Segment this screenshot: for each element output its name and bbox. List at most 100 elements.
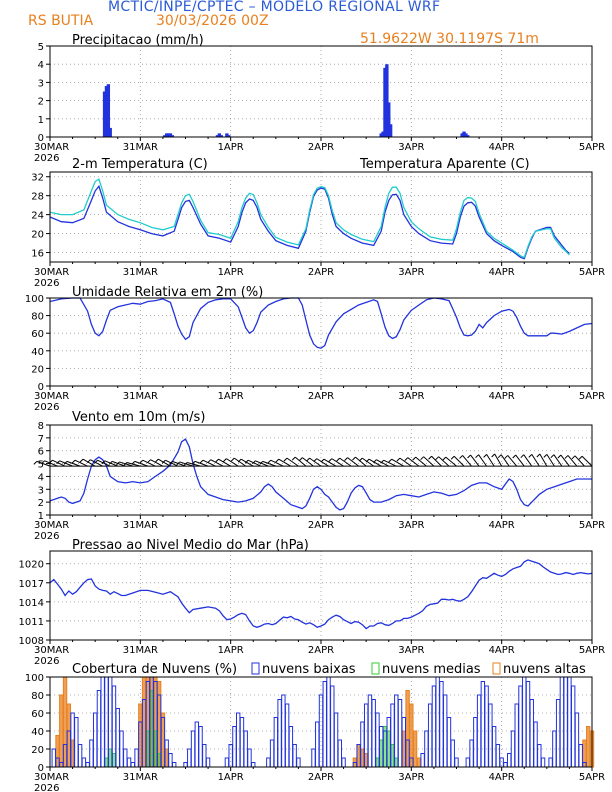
cloud-mid-bar [390, 744, 395, 768]
cloud-low-bar [247, 748, 252, 768]
run-time: 30/03/2026 00Z [156, 13, 269, 29]
clouds-date-label: 5APR [579, 772, 605, 783]
cloud-low-bar [130, 762, 135, 768]
cloud-low-bar [202, 744, 207, 768]
wind-barb [158, 458, 171, 467]
cloud-high-bar [586, 726, 591, 768]
precip-bar [168, 133, 173, 137]
cloud-low-bar [435, 676, 440, 768]
wind-barb-flag [123, 462, 128, 466]
rh-year-label: 2026 [34, 402, 59, 413]
cloud-low-bar [578, 744, 583, 768]
cloud-low-bar [322, 681, 327, 768]
cloud-low-bar [126, 757, 132, 768]
wind-barb [539, 453, 548, 467]
wind-barb-flag [71, 459, 76, 464]
pres-ytick-label: 1017 [19, 579, 44, 590]
wind-barb [438, 456, 450, 467]
wind-date-label: 30MAR [34, 520, 69, 531]
wind-barb [66, 460, 81, 467]
precip-bar [225, 133, 229, 137]
rh-ytick-label: 40 [31, 347, 44, 358]
cloud-mid-bar [149, 690, 154, 768]
wind-date-label: 1APR [218, 520, 244, 531]
wind-barb-flag [412, 456, 417, 461]
cloud-legend-swatch [492, 662, 501, 675]
precip-date-label: 31MAR [123, 142, 158, 153]
wind-barb [431, 455, 442, 467]
cloud-low-bar [224, 757, 230, 768]
cloud-low-bar [277, 699, 282, 768]
cloud-low-bar [548, 757, 553, 768]
cloud-high-bar [412, 730, 418, 768]
cloud-low-bar [567, 676, 572, 768]
wind-barb-flag [528, 453, 533, 458]
wind-barb-flag [358, 457, 363, 462]
wind-barb-flag [56, 460, 61, 465]
rh-ytick-label: 80 [31, 312, 44, 323]
wind-barb-flag [259, 461, 264, 465]
wind-barb [361, 457, 374, 467]
rh-date-label: 5APR [579, 391, 605, 402]
cloud-low-bar [491, 726, 497, 768]
cloud-low-bar [134, 748, 139, 768]
wind-barb-flag [428, 455, 432, 460]
cloud-low-bar [269, 739, 275, 768]
wind-barb [294, 456, 307, 467]
wind-panel [33, 424, 593, 519]
precip-date-label: 5APR [579, 142, 605, 153]
cloud-low-bar [85, 762, 90, 768]
wind-barb [240, 458, 254, 467]
temp-year-label: 2026 [34, 278, 59, 289]
wind-barb [59, 460, 73, 467]
pres-date-label: 2APR [308, 645, 334, 656]
cloud-high-bar [416, 757, 422, 768]
cloud-mid-bar [379, 739, 384, 768]
wind-barb-flag [252, 460, 256, 465]
wind-barb-flag [571, 455, 576, 460]
clouds-ytick-label: 60 [31, 709, 44, 720]
wind-barb-flag [450, 455, 455, 460]
rh-date-label: 30MAR [34, 391, 69, 402]
clouds-ytick-label: 0 [38, 763, 44, 774]
clouds-date-label: 3APR [398, 772, 424, 783]
wind-barb-flag [183, 462, 188, 466]
cloud-low-bar [236, 712, 241, 768]
cloud-low-bar [540, 757, 546, 768]
wind-barb-flag [467, 454, 471, 459]
cloud-low-bar [563, 676, 568, 768]
wind-barb [347, 457, 359, 467]
wind-barb [150, 459, 164, 467]
cloud-high-bar [138, 703, 143, 768]
wind-barb-flag [344, 457, 348, 461]
wind-title: Vento em 10m (m/s) [72, 410, 205, 425]
wind-barb [470, 454, 480, 467]
cloud-high-bar [70, 739, 75, 768]
wind-barb [210, 459, 224, 467]
precip-bar [464, 133, 468, 137]
clouds-year-label: 2026 [34, 783, 59, 792]
wind-barb [323, 458, 337, 467]
cloud-low-bar [476, 694, 482, 768]
wind-barb-flag [320, 458, 325, 463]
cloud-legend-label: nuvens medias [382, 662, 481, 677]
cloud-low-bar [570, 685, 576, 768]
precip-ytick-label: 4 [38, 60, 44, 71]
cloud-low-bar [92, 712, 98, 768]
wind-barb-flag [536, 453, 541, 458]
cloud-low-bar [514, 703, 519, 768]
temp-date-label: 30MAR [34, 267, 69, 278]
pres-title: Pressao ao Nivel Medio do Mar (hPa) [72, 538, 309, 553]
wind-barb-flag [435, 456, 440, 461]
cloud-low-bar [394, 694, 399, 768]
clouds-date-label: 31MAR [123, 772, 158, 783]
wind-barb-flag [267, 459, 272, 464]
wind-barb-flag [94, 459, 98, 464]
wind-barb-flag [147, 459, 151, 464]
wind-barb-flag [139, 459, 144, 464]
wind-barb-flag [86, 459, 91, 464]
precip-ytick-label: 0 [38, 133, 44, 144]
precip-bar [388, 124, 393, 137]
wind-barb [226, 458, 239, 467]
pres-ytick-label: 1008 [19, 636, 44, 647]
